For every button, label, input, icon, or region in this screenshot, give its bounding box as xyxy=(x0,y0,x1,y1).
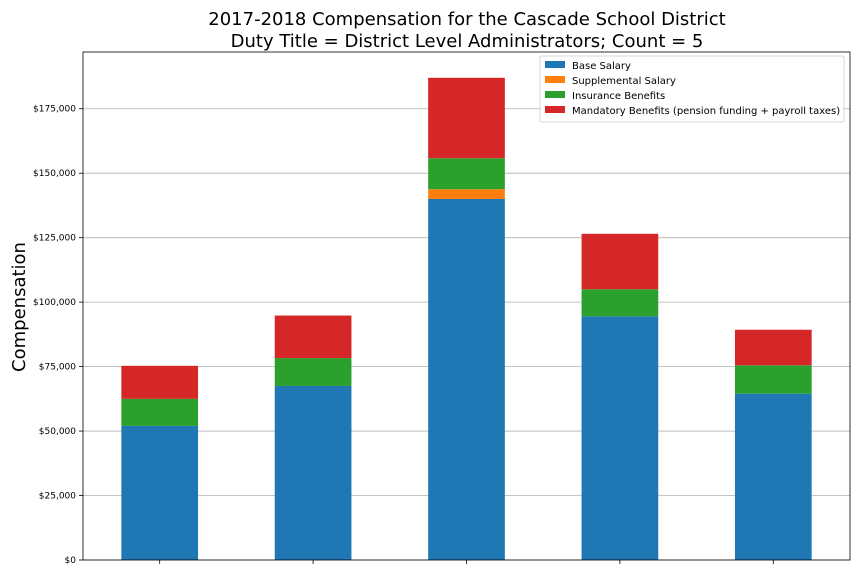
legend-swatch xyxy=(545,61,565,68)
bars xyxy=(121,77,812,560)
legend-label: Insurance Benefits xyxy=(572,91,665,102)
y-tick-label: $100,000 xyxy=(33,298,76,308)
legend-swatch xyxy=(545,76,565,83)
bar-segment xyxy=(734,393,812,560)
legend-label: Supplemental Salary xyxy=(572,76,676,87)
legend-box xyxy=(539,55,845,123)
y-tick-label: $50,000 xyxy=(39,427,76,437)
bar-segment xyxy=(581,316,659,560)
y-tick-label: $0 xyxy=(65,556,77,566)
bar-segment xyxy=(121,365,199,399)
bar-segment xyxy=(274,358,352,386)
y-tick-label: $125,000 xyxy=(33,234,76,244)
bar-segment xyxy=(428,198,505,560)
y-tick-label: $75,000 xyxy=(39,363,76,373)
legend-label: Base Salary xyxy=(572,61,631,72)
bar-segment xyxy=(734,329,812,366)
chart-subtitle: Duty Title = District Level Administrato… xyxy=(231,31,704,52)
bar-segment xyxy=(121,398,199,426)
axes: $0 $25,000 $50,000 $75,000 $100,000 $125,000 $… xyxy=(33,51,851,566)
chart-title: 2017-2018 Compensation for the Cascade S… xyxy=(208,9,725,30)
plot-frame xyxy=(82,51,851,561)
bar-segment xyxy=(274,315,352,359)
legend: Base Salary Supplemental Salary Insurance … xyxy=(539,55,845,123)
bar-segment xyxy=(581,289,659,317)
bar-segment xyxy=(121,425,199,560)
bar-segment xyxy=(428,189,505,199)
legend-swatch xyxy=(545,91,565,98)
bar-segment xyxy=(428,158,505,190)
bar-segment xyxy=(274,385,352,560)
y-axis-label: Compensation xyxy=(9,242,30,372)
y-tick-label: $25,000 xyxy=(39,492,76,502)
bar-segment xyxy=(581,233,659,290)
y-tick-label: $150,000 xyxy=(33,169,76,179)
bar-segment xyxy=(734,365,812,394)
legend-label: Mandatory Benefits (pension funding + pa… xyxy=(572,106,840,117)
y-tick-label: $175,000 xyxy=(33,105,76,115)
bar-segment xyxy=(428,77,505,159)
legend-swatch xyxy=(545,106,565,113)
